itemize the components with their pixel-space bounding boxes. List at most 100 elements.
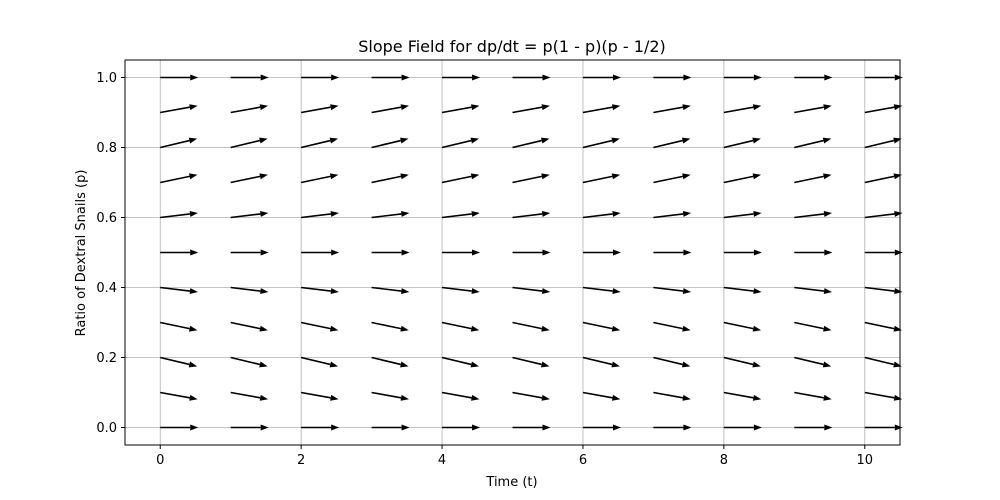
slope-arrow-head: [822, 137, 832, 144]
slope-arrow: [582, 173, 621, 184]
slope-arrow-head: [188, 325, 198, 332]
slope-arrow: [794, 321, 832, 332]
slope-arrow-head: [331, 249, 340, 256]
slope-arrow-shaft: [582, 286, 613, 292]
slope-arrow-shaft: [582, 106, 613, 114]
slope-arrow-head: [470, 137, 480, 144]
slope-arrow: [300, 391, 339, 401]
slope-arrow-head: [612, 210, 621, 217]
slope-arrow-head: [752, 325, 762, 332]
slope-arrow-head: [752, 173, 762, 180]
slope-arrow: [653, 286, 692, 295]
slope-arrow: [160, 104, 198, 114]
slope-arrow-shaft: [371, 286, 402, 292]
slope-arrow: [442, 424, 481, 431]
y-tick-label: 1.0: [96, 71, 117, 86]
slope-arrow: [723, 74, 762, 81]
slope-arrow-shaft: [723, 106, 754, 114]
slope-arrow: [371, 391, 409, 401]
slope-arrow-head: [190, 74, 199, 81]
slope-arrow-shaft: [794, 213, 825, 219]
slope-arrow: [230, 356, 268, 368]
slope-arrow-head: [822, 361, 832, 368]
slope-arrow-shaft: [512, 356, 542, 366]
slope-arrow-head: [330, 104, 339, 111]
slope-arrow: [653, 210, 692, 219]
slope-arrow: [864, 286, 903, 295]
slope-arrow-shaft: [230, 286, 261, 292]
slope-arrow-head: [260, 424, 269, 431]
slope-arrow-head: [894, 424, 903, 431]
slope-arrow-head: [400, 325, 409, 332]
slope-arrow-shaft: [794, 391, 824, 399]
slope-arrow-head: [752, 137, 761, 144]
slope-arrow-head: [329, 325, 339, 332]
slope-arrow-shaft: [300, 356, 331, 366]
slope-arrow-shaft: [230, 356, 261, 366]
slope-arrow-shaft: [371, 175, 402, 184]
slope-arrow-shaft: [160, 321, 190, 330]
slope-arrow: [230, 321, 268, 332]
slope-arrow-head: [260, 249, 269, 256]
slope-arrow: [442, 74, 481, 81]
slope-arrow-shaft: [723, 139, 754, 149]
slope-arrow-shaft: [230, 106, 261, 114]
slope-arrow-head: [190, 424, 199, 431]
slope-arrow: [230, 74, 269, 81]
slope-arrow: [653, 137, 691, 149]
slope-arrow: [723, 286, 762, 295]
slope-arrow: [582, 137, 620, 149]
slope-arrow: [371, 210, 410, 219]
x-tick-label: 4: [438, 453, 446, 468]
slope-arrow-shaft: [794, 175, 824, 184]
slope-arrow-head: [259, 137, 268, 144]
slope-arrow: [512, 137, 550, 149]
slope-arrow-shaft: [512, 286, 543, 292]
slope-arrow-shaft: [723, 356, 754, 366]
slope-arrow: [301, 424, 340, 431]
slope-arrow-shaft: [723, 213, 754, 219]
slope-arrow-head: [612, 74, 621, 81]
chart-title: Slope Field for dp/dt = p(1 - p)(p - 1/2…: [358, 37, 666, 56]
slope-arrow-shaft: [371, 213, 402, 219]
slope-arrow: [441, 286, 480, 295]
slope-arrow-shaft: [864, 321, 895, 330]
slope-arrow-shaft: [441, 175, 472, 184]
slope-arrow: [582, 356, 620, 368]
slope-arrow: [441, 173, 480, 184]
slope-arrow-head: [753, 249, 762, 256]
slope-arrow-head: [330, 394, 339, 401]
slope-arrow-shaft: [512, 106, 543, 114]
slope-arrow-shaft: [371, 321, 402, 330]
slope-arrow-shaft: [653, 213, 684, 219]
slope-arrow-shaft: [160, 356, 190, 366]
slope-arrow-head: [401, 74, 410, 81]
slope-arrow-head: [329, 137, 339, 144]
slope-arrow-head: [753, 74, 762, 81]
slope-arrow-shaft: [441, 139, 472, 149]
x-tick-label: 6: [579, 453, 587, 468]
slope-arrow: [864, 173, 902, 184]
slope-arrow: [864, 424, 903, 431]
slope-arrow-shaft: [371, 139, 401, 149]
slope-arrow-shaft: [300, 391, 331, 399]
slope-arrow: [512, 173, 550, 184]
slope-arrow-head: [259, 104, 269, 111]
slope-arrow-head: [471, 288, 480, 295]
y-tick-label: 0.2: [96, 351, 117, 366]
slope-arrow: [864, 321, 902, 332]
slope-arrow-shaft: [160, 391, 190, 399]
slope-arrow-shaft: [864, 286, 895, 292]
slope-arrow-shaft: [582, 175, 613, 184]
slope-arrow-head: [611, 137, 620, 144]
slope-arrow: [230, 391, 269, 401]
slope-arrow-shaft: [512, 175, 543, 184]
y-tick-label: 0.8: [96, 141, 117, 156]
slope-arrow-shaft: [230, 139, 261, 149]
slope-arrow-head: [611, 394, 621, 401]
slope-arrow-shaft: [441, 321, 472, 330]
slope-arrow-head: [893, 394, 903, 401]
slope-arrow-head: [331, 424, 340, 431]
slope-arrow-head: [400, 394, 409, 401]
slope-arrow-head: [470, 325, 480, 332]
